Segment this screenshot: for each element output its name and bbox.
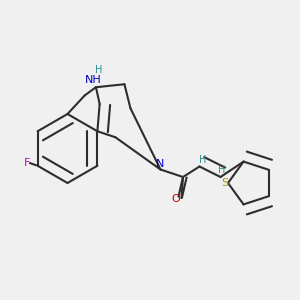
Text: F: F <box>24 158 30 168</box>
Text: H: H <box>218 165 226 176</box>
Text: H: H <box>199 155 206 165</box>
Text: O: O <box>171 194 180 205</box>
Text: N: N <box>156 159 165 169</box>
Text: H: H <box>95 65 103 75</box>
Text: NH: NH <box>85 75 101 85</box>
Text: S: S <box>221 178 229 188</box>
